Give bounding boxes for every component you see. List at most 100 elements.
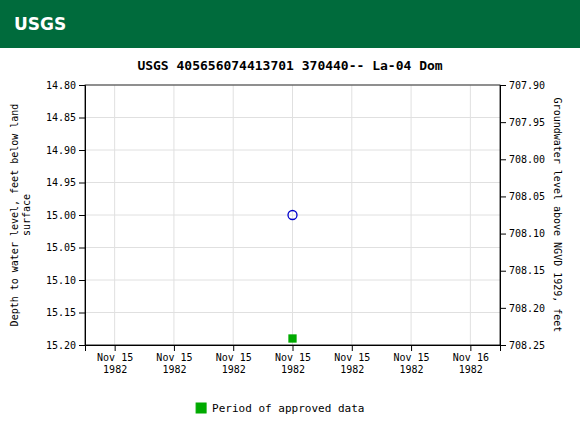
tick-mark bbox=[411, 345, 412, 351]
tick-label: 708.20 bbox=[509, 303, 545, 314]
tick-mark bbox=[500, 196, 506, 197]
legend: Period of approved data bbox=[196, 402, 364, 415]
tick-mark bbox=[500, 345, 506, 346]
tick-label: 707.90 bbox=[509, 80, 545, 91]
grid-line bbox=[292, 85, 293, 345]
tick-label: 14.90 bbox=[46, 145, 76, 156]
axis-line bbox=[86, 346, 501, 352]
tick: Nov 151982 bbox=[97, 345, 133, 375]
grid-line bbox=[173, 85, 174, 345]
axis-line bbox=[79, 86, 86, 346]
tick-label: 15.20 bbox=[46, 340, 76, 351]
tick-label: 15.10 bbox=[46, 275, 76, 286]
tick: 708.25 bbox=[500, 340, 545, 351]
tick-label: Nov 151982 bbox=[156, 352, 192, 375]
grid-line bbox=[411, 85, 412, 345]
y-axis: 14.80 14.85 14.90 14.95 15.00 15.05 15.10 15.15… bbox=[46, 80, 86, 351]
tick-mark bbox=[79, 150, 85, 151]
tick-label: Nov 161982 bbox=[453, 352, 489, 375]
y2-axis-title: Groundwater level above NGVD 1929, feet bbox=[552, 98, 563, 333]
tick-label: Nov 151982 bbox=[394, 352, 430, 375]
header-band bbox=[0, 0, 580, 48]
axis-line bbox=[501, 86, 507, 346]
tick: 708.15 bbox=[500, 265, 545, 276]
tick-mark bbox=[79, 345, 85, 346]
tick-mark bbox=[174, 345, 175, 351]
y-axis-title: Depth to water level, feet below landsur… bbox=[9, 104, 32, 327]
point bbox=[289, 335, 296, 342]
chart: USGS USGS 405656074413701 370440-- La-04 … bbox=[0, 0, 580, 430]
tick: Nov 151982 bbox=[156, 345, 192, 375]
tick: 15.05 bbox=[46, 242, 85, 253]
tick-mark bbox=[500, 308, 506, 309]
tick-label: 708.05 bbox=[509, 191, 545, 202]
tick: 708.00 bbox=[500, 154, 545, 165]
grid-line bbox=[351, 85, 352, 345]
tick: 15.10 bbox=[46, 275, 85, 286]
tick-mark bbox=[79, 85, 85, 86]
tick-mark bbox=[79, 183, 85, 184]
tick-mark bbox=[500, 122, 506, 123]
marks bbox=[288, 211, 297, 343]
tick-label: 708.15 bbox=[509, 265, 545, 276]
tick-label: 14.95 bbox=[46, 177, 76, 188]
tick: 14.95 bbox=[46, 177, 85, 188]
tick-mark bbox=[500, 234, 506, 235]
tick-mark bbox=[79, 280, 85, 281]
tick-label: 707.95 bbox=[509, 117, 545, 128]
grid-line bbox=[470, 85, 471, 345]
tick: 708.05 bbox=[500, 191, 545, 202]
tick-mark bbox=[352, 345, 353, 351]
legend-label: Period of approved data bbox=[212, 402, 364, 415]
tick: Nov 151982 bbox=[394, 345, 430, 375]
tick-label: 14.80 bbox=[46, 80, 76, 91]
tick: 708.20 bbox=[500, 303, 545, 314]
tick-label: 15.15 bbox=[46, 307, 76, 318]
tick: 14.80 bbox=[46, 80, 85, 91]
tick-label: 14.85 bbox=[46, 112, 76, 123]
tick-mark bbox=[115, 345, 116, 351]
tick-label: Nov 151982 bbox=[97, 352, 133, 375]
tick: 707.95 bbox=[500, 117, 545, 128]
tick-label: 708.00 bbox=[509, 154, 545, 165]
tick-mark bbox=[233, 345, 234, 351]
tick-label: Nov 151982 bbox=[275, 352, 311, 375]
tick: 15.00 bbox=[46, 210, 85, 221]
tick-label: 708.25 bbox=[509, 340, 545, 351]
tick-label: 708.10 bbox=[509, 228, 545, 239]
tick: 14.90 bbox=[46, 145, 85, 156]
tick-label: 15.05 bbox=[46, 242, 76, 253]
tick-mark bbox=[293, 345, 294, 351]
tick-mark bbox=[79, 118, 85, 119]
tick: 14.85 bbox=[46, 112, 85, 123]
tick: Nov 151982 bbox=[275, 345, 311, 375]
tick: 15.15 bbox=[46, 307, 85, 318]
tick: 15.20 bbox=[46, 340, 85, 351]
annotation: USGS bbox=[14, 14, 66, 34]
legend-swatch bbox=[196, 403, 206, 413]
grid bbox=[85, 85, 500, 345]
tick-mark bbox=[79, 313, 85, 314]
tick: 707.90 bbox=[500, 80, 545, 91]
tick-label: Nov 151982 bbox=[334, 352, 370, 375]
y2-axis: 707.90 707.95 708.00 708.05 708.10 708.15 708.… bbox=[500, 80, 545, 351]
plot: Nov 151982 Nov 151982 Nov 151982 Nov 151982… bbox=[46, 80, 545, 375]
tick-label: 15.00 bbox=[46, 210, 76, 221]
x-axis: Nov 151982 Nov 151982 Nov 151982 Nov 151982… bbox=[86, 345, 501, 375]
tick-label: Nov 151982 bbox=[216, 352, 252, 375]
grid-line bbox=[114, 85, 115, 345]
tick-mark bbox=[79, 248, 85, 249]
tick-mark bbox=[79, 215, 85, 216]
tick: Nov 161982 bbox=[453, 345, 489, 375]
grid-line bbox=[233, 85, 234, 345]
tick: 708.10 bbox=[500, 228, 545, 239]
title: USGS 405656074413701 370440-- La-04 Dom bbox=[137, 58, 442, 73]
tick-mark bbox=[470, 345, 471, 351]
plot-frame bbox=[85, 85, 500, 345]
tick: Nov 151982 bbox=[216, 345, 252, 375]
tick-mark bbox=[500, 85, 506, 86]
tick: Nov 151982 bbox=[334, 345, 370, 375]
tick-mark bbox=[500, 271, 506, 272]
tick-mark bbox=[500, 159, 506, 160]
point bbox=[288, 211, 297, 220]
